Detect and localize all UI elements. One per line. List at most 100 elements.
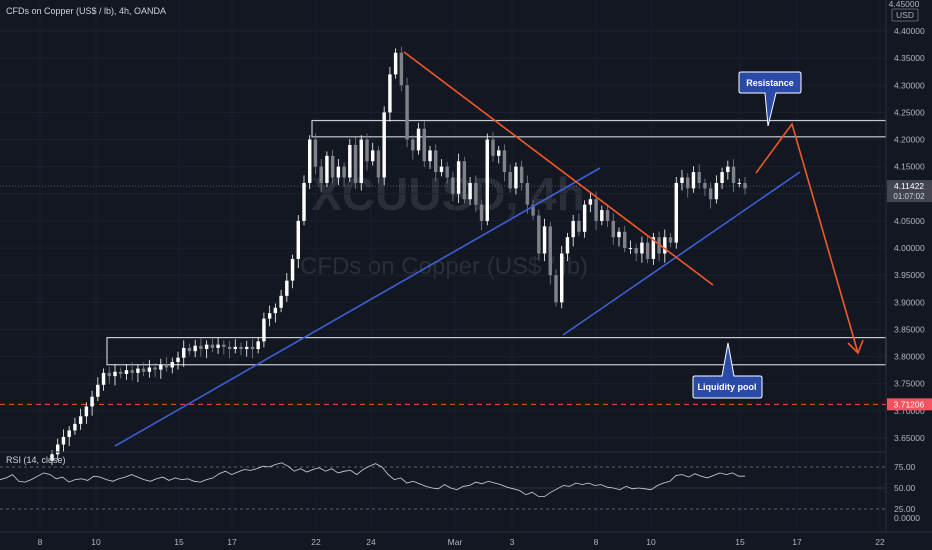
- resistance-callout-label: Resistance: [746, 78, 794, 88]
- candle-body: [605, 210, 610, 221]
- candle-body: [176, 357, 180, 363]
- candle-body: [159, 364, 163, 370]
- candle-body: [319, 166, 323, 183]
- candle-body: [474, 182, 478, 205]
- projection-arrowhead: [847, 339, 864, 355]
- candle-body: [525, 182, 530, 205]
- rsi-tick-label: 0.0000: [894, 513, 920, 523]
- candle-body: [164, 364, 169, 368]
- candle-body: [285, 280, 289, 296]
- candle-body: [565, 237, 570, 254]
- candle-body: [422, 128, 426, 162]
- candle-body: [462, 161, 467, 200]
- candle-body: [233, 346, 237, 350]
- price-tick-label: 4.00000: [894, 243, 925, 253]
- time-tick-label: 24: [366, 537, 376, 547]
- candle-body: [697, 172, 701, 183]
- candle-body: [560, 253, 564, 303]
- candle-body: [720, 172, 724, 183]
- candle-body: [113, 371, 117, 377]
- rsi-bands: [0, 466, 886, 510]
- candle-body: [365, 139, 369, 162]
- candle-body: [600, 210, 604, 221]
- candle-body: [296, 220, 300, 259]
- candle-body: [537, 215, 541, 254]
- candle-body: [582, 204, 587, 232]
- time-tick-label: 22: [311, 537, 321, 547]
- candle-body: [330, 155, 335, 178]
- current-price-countdown: 01:07:02: [893, 192, 925, 201]
- candle-body: [273, 307, 278, 314]
- price-tick-label: 3.85000: [894, 324, 925, 334]
- candle-body: [548, 226, 552, 276]
- candle-body: [393, 52, 398, 75]
- candle-body: [708, 188, 713, 200]
- time-axis[interactable]: 8 10 15 17 22 24 Mar 3 8 10 15 17 22: [38, 537, 885, 547]
- candle-body: [124, 370, 129, 374]
- currency-badge-label: USD: [896, 10, 914, 20]
- candle-body: [674, 182, 678, 243]
- candle-body: [308, 139, 312, 183]
- time-tick-label: 15: [735, 537, 745, 547]
- time-tick-label: Mar: [448, 537, 463, 547]
- candle-body: [348, 144, 352, 178]
- candle-body: [628, 248, 633, 250]
- candle-body: [245, 346, 249, 350]
- rsi-axis: 75.00 50.00 25.000.0000: [894, 462, 920, 523]
- target-price-value: 3.71206: [894, 399, 925, 409]
- price-tick-label: 4.35000: [894, 53, 925, 63]
- price-tick-label: 3.65000: [894, 433, 925, 443]
- candles: [50, 46, 747, 466]
- candle-body: [101, 372, 106, 385]
- downtrend-line[interactable]: [403, 51, 714, 286]
- candle-body: [216, 344, 220, 348]
- time-tick-label: 22: [875, 537, 885, 547]
- uptrend-line-lower[interactable]: [562, 171, 801, 336]
- candle-body: [468, 182, 472, 200]
- candle-body: [182, 347, 186, 358]
- candle-body: [136, 368, 140, 373]
- resistance-callout[interactable]: Resistance: [738, 71, 802, 127]
- candle-body: [451, 177, 455, 194]
- candle-body: [405, 85, 409, 140]
- candle-body: [743, 182, 747, 189]
- candle-body: [204, 344, 209, 350]
- candle-body: [239, 346, 243, 350]
- candle-body: [680, 177, 684, 183]
- projection-path[interactable]: [755, 122, 859, 354]
- candle-body: [250, 346, 255, 350]
- liquidity-callout[interactable]: Liquidity pool: [692, 342, 763, 399]
- candle-body: [668, 237, 673, 243]
- price-tick-label: 3.90000: [894, 297, 925, 307]
- currency-badge[interactable]: [891, 8, 919, 22]
- candle-body: [187, 347, 192, 352]
- current-price-value: 4.11422: [894, 181, 924, 191]
- time-tick-label: 17: [227, 537, 237, 547]
- price-tick-label: 3.80000: [894, 352, 925, 362]
- candle-body: [342, 166, 346, 178]
- candle-body: [61, 436, 66, 445]
- candle-body: [222, 344, 226, 347]
- candle-body: [428, 150, 432, 162]
- uptrend-line-main[interactable]: [114, 167, 601, 447]
- candle-body: [50, 454, 54, 461]
- rsi-title: RSI (14, close): [6, 455, 66, 465]
- candle-body: [382, 112, 386, 178]
- candle-body: [731, 166, 736, 183]
- target-price-tag: [887, 398, 932, 411]
- candle-body: [497, 150, 501, 156]
- candle-body: [663, 237, 667, 254]
- candle-body: [267, 313, 272, 319]
- candle-body: [290, 258, 295, 281]
- candle-body: [67, 430, 71, 437]
- time-tick-label: 10: [646, 537, 656, 547]
- candle-body: [199, 345, 203, 350]
- time-tick-label: 8: [594, 537, 599, 547]
- candle-body: [73, 423, 77, 431]
- candle-body: [479, 204, 484, 221]
- candle-body: [227, 346, 232, 350]
- candle-body: [56, 444, 60, 455]
- candle-body: [703, 182, 707, 189]
- candle-body: [302, 182, 306, 221]
